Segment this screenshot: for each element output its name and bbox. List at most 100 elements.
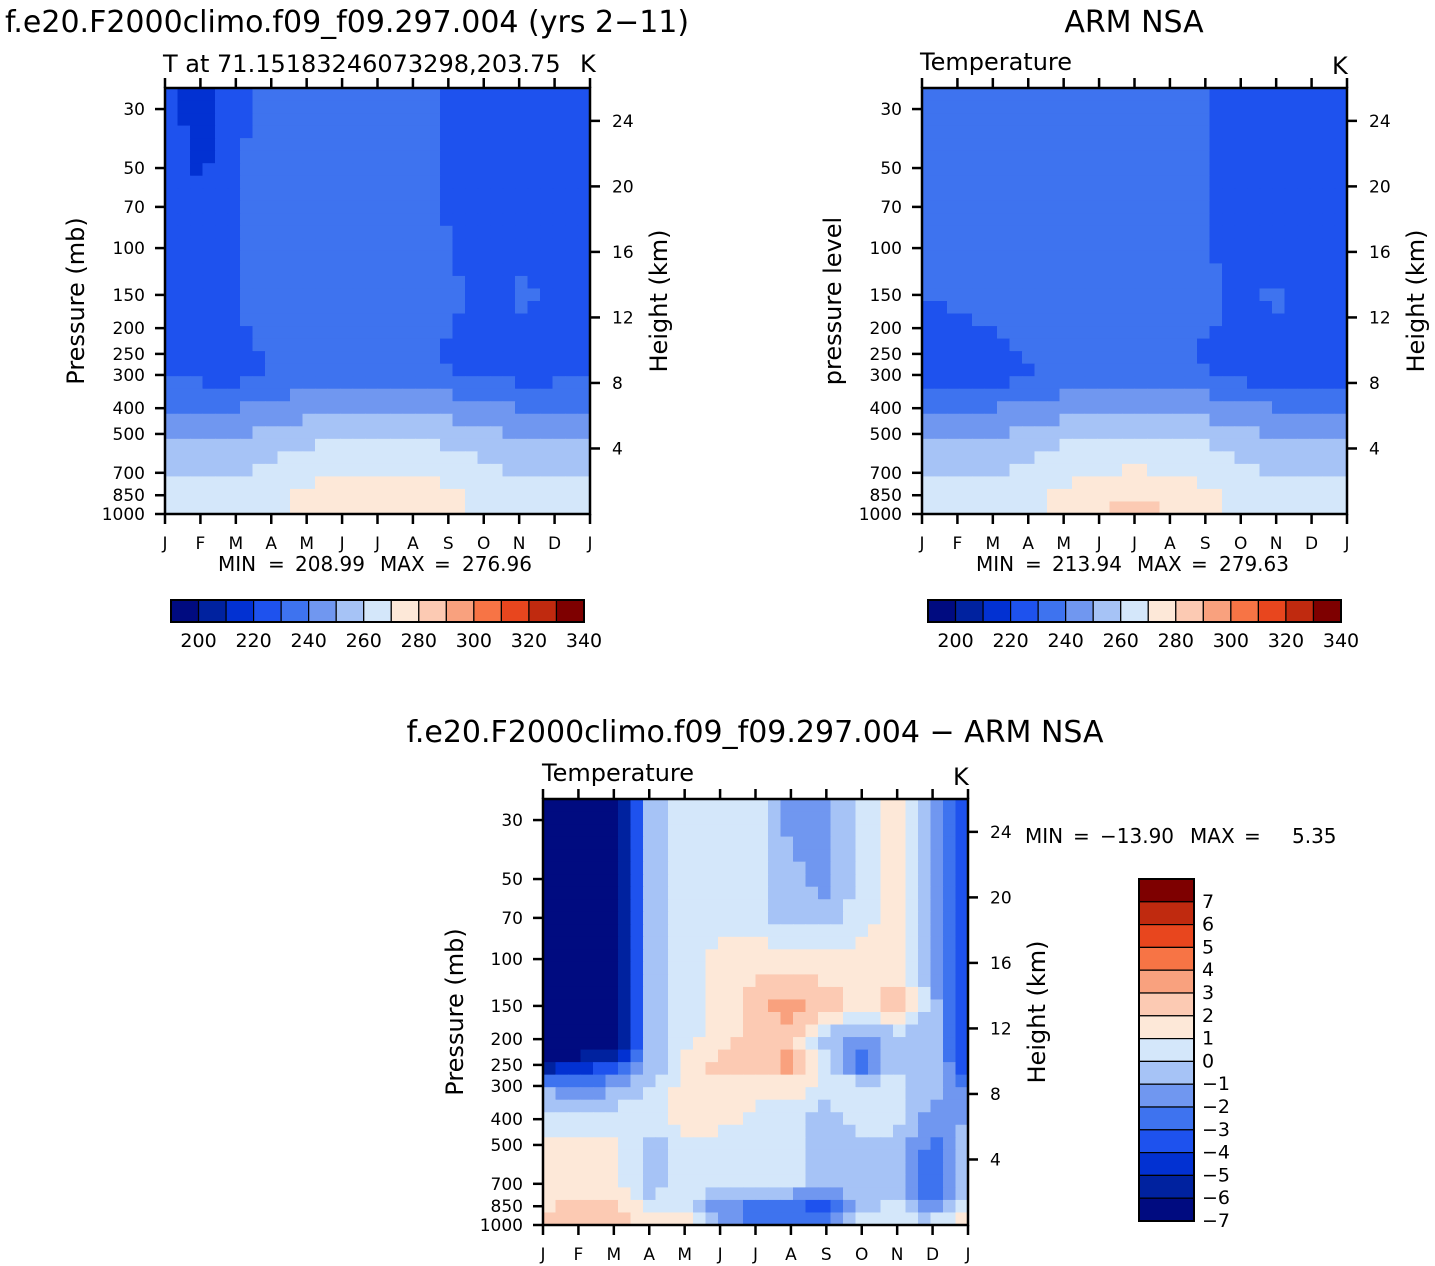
heat-cell: [1072, 150, 1086, 164]
heat-cell: [1159, 250, 1173, 265]
heat-cell: [922, 125, 936, 139]
heat-cell: [227, 388, 241, 402]
heat-cell: [1084, 301, 1098, 315]
heat-cell: [240, 225, 254, 239]
colorbar-label: 4: [1202, 959, 1214, 981]
heat-cell: [943, 799, 957, 813]
heat-cell: [1272, 401, 1286, 415]
heat-cell: [843, 1062, 857, 1076]
heat-cell: [1197, 150, 1211, 164]
heat-cell: [972, 501, 986, 514]
heat-cell: [1184, 88, 1198, 102]
title-top-right: ARM NSA: [1064, 5, 1204, 40]
heat-cell: [490, 301, 504, 315]
heat-cell: [755, 886, 769, 900]
heat-cell: [718, 961, 732, 976]
heat-cell: [934, 426, 948, 440]
heat-cell: [202, 301, 216, 315]
heat-cell: [465, 200, 479, 214]
heat-cell: [947, 100, 961, 114]
heat-cell: [390, 125, 404, 139]
heat-cell: [240, 451, 254, 465]
heat-cell: [477, 100, 491, 114]
heat-cell: [630, 861, 644, 875]
heat-cell: [618, 1162, 632, 1176]
heat-cell: [1172, 200, 1186, 214]
heat-cell: [315, 488, 329, 503]
heat-cell: [1234, 351, 1248, 365]
heat-cell: [855, 986, 869, 1001]
heat-cell: [1022, 413, 1036, 427]
heat-cell: [252, 113, 266, 127]
heat-cell: [922, 88, 936, 102]
heat-cell: [568, 986, 582, 1001]
heat-cell: [718, 999, 732, 1013]
heat-cell: [502, 438, 516, 452]
heat-cell: [1047, 326, 1061, 340]
heat-cell: [843, 874, 857, 888]
colorbar-label: 7: [1202, 891, 1214, 913]
heat-cell: [290, 288, 304, 302]
heat-cell: [618, 1099, 632, 1113]
colorbar-swatch: [1138, 1151, 1195, 1176]
heat-cell: [215, 501, 229, 514]
heat-cell: [240, 351, 254, 365]
colorbar-swatch: [390, 599, 420, 623]
heat-cell: [477, 476, 491, 490]
heat-cell: [302, 250, 316, 265]
heat-cell: [668, 1187, 682, 1201]
heat-cell: [1197, 213, 1211, 227]
heat-cell: [1334, 463, 1347, 478]
heat-cell: [930, 1149, 944, 1163]
heat-cell: [868, 1037, 882, 1051]
heat-cell: [465, 88, 479, 102]
heat-cell: [868, 836, 882, 850]
heat-cell: [1272, 438, 1286, 452]
heat-cell: [290, 175, 304, 189]
heat-cell: [415, 288, 429, 302]
heat-cell: [997, 188, 1011, 202]
heat-cell: [618, 1087, 632, 1101]
heat-cell: [855, 1174, 869, 1189]
heat-cell: [805, 1037, 819, 1051]
heat-cell: [1297, 488, 1311, 503]
heat-cell: [552, 363, 566, 377]
heat-cell: [490, 225, 504, 239]
heat-cell: [402, 401, 416, 415]
x-tick-label: S: [1200, 534, 1211, 554]
heat-cell: [265, 150, 279, 164]
heat-cell: [655, 1049, 669, 1063]
heat-cell: [680, 986, 694, 1001]
heat-cell: [693, 911, 707, 925]
heat-cell: [1309, 88, 1323, 102]
heat-cell: [580, 874, 594, 888]
heat-cell: [855, 1199, 869, 1214]
heat-cell: [527, 476, 541, 490]
heat-cell: [490, 488, 504, 503]
heat-cell: [555, 949, 569, 963]
heat-cell: [668, 836, 682, 850]
heat-cell: [1222, 238, 1236, 252]
heat-cell: [302, 426, 316, 440]
heat-cell: [527, 138, 541, 152]
heat-cell: [527, 125, 541, 139]
panel-diff-min: −13.90: [1100, 824, 1174, 848]
heat-cell: [1209, 363, 1223, 377]
heat-cell: [427, 288, 441, 302]
heat-cell: [1059, 163, 1073, 177]
heat-cell: [565, 200, 579, 214]
heat-cell: [1109, 351, 1123, 365]
x-tick-label: M: [1056, 534, 1071, 554]
heat-cell: [402, 238, 416, 252]
panel-obs-ylabel: pressure level: [819, 217, 847, 385]
heat-cell: [868, 1087, 882, 1101]
heat-cell: [1259, 275, 1273, 290]
heat-cell: [730, 1137, 744, 1151]
heat-cell: [905, 1187, 919, 1201]
heat-cell: [955, 874, 968, 888]
y-tick-label: 200: [870, 319, 902, 339]
x-tick-label: J: [1131, 534, 1137, 554]
heat-cell: [1084, 401, 1098, 415]
heat-cell: [705, 936, 719, 950]
heat-cell: [177, 413, 191, 427]
